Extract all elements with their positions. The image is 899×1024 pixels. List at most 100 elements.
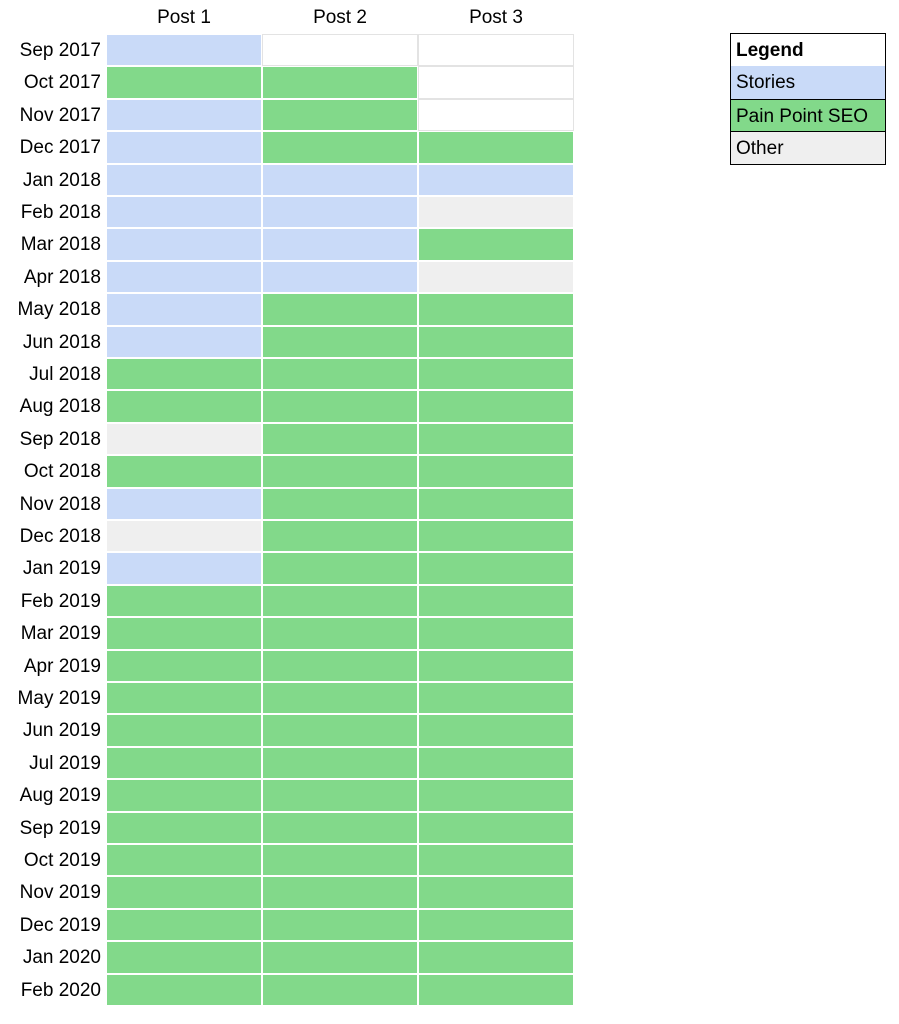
cell-seo (419, 715, 573, 746)
cell-seo (107, 747, 261, 779)
cell-stories (107, 294, 261, 325)
table-row: Oct 2017 (0, 66, 574, 99)
row-label: Sep 2017 (19, 40, 101, 61)
cell-stories (107, 261, 261, 293)
cell-stories (419, 164, 573, 195)
table-row: May 2018 (0, 293, 574, 325)
table-row: Sep 2019 (0, 812, 574, 844)
row-label: May 2019 (17, 688, 101, 709)
cell-seo (107, 780, 261, 811)
table-row: Sep 2017 (0, 34, 574, 67)
cell-seo (263, 618, 417, 649)
table-row: Jan 2019 (0, 552, 574, 584)
table-row: Oct 2018 (0, 455, 574, 487)
row-label: May 2018 (17, 299, 101, 321)
cell-seo (107, 715, 261, 746)
cell-seo (263, 585, 417, 617)
cell-stories (263, 164, 417, 195)
table-row: Mar 2018 (0, 228, 574, 260)
cell-seo (419, 909, 573, 941)
row-label: Nov 2019 (19, 882, 101, 904)
cell-stories (263, 197, 417, 228)
cell-seo (107, 974, 261, 1005)
cell-seo (107, 650, 261, 681)
cell-seo (419, 780, 573, 811)
table-row: Jun 2019 (0, 714, 574, 746)
cell-seo (263, 683, 417, 714)
cell-seo (419, 359, 573, 390)
row-label: Jul 2019 (29, 752, 101, 774)
table-row: Oct 2019 (0, 844, 574, 876)
cell-seo (419, 650, 573, 681)
cell-stories (107, 229, 261, 260)
cell-seo (263, 650, 417, 681)
cell-stories (107, 35, 261, 66)
table-row: Apr 2019 (0, 650, 574, 682)
cell-seo (419, 132, 573, 163)
row-label: Oct 2017 (23, 72, 101, 94)
table-row: Jan 2018 (0, 164, 574, 196)
cell-stories (263, 229, 417, 260)
cell-seo (419, 974, 573, 1005)
table-row: Nov 2018 (0, 488, 574, 520)
table-row: Mar 2019 (0, 617, 574, 649)
cell-other (419, 261, 573, 293)
cell-seo (107, 618, 261, 649)
cell-stories (107, 326, 261, 357)
legend-item-seo: Pain Point SEO (731, 98, 885, 132)
table-row: May 2019 (0, 682, 574, 714)
cell-other (107, 521, 261, 552)
row-label: Nov 2018 (19, 493, 101, 515)
cell-seo (419, 942, 573, 973)
cell-seo (419, 877, 573, 908)
table-row: Dec 2018 (0, 520, 574, 552)
cell-stories (107, 99, 261, 131)
cell-stories (107, 164, 261, 195)
cell-seo (263, 521, 417, 552)
cell-none (418, 98, 574, 132)
cell-other (107, 423, 261, 455)
row-label: Aug 2018 (19, 396, 101, 418)
row-label: Apr 2018 (23, 266, 101, 288)
column-header-3: Post 3 (469, 7, 523, 28)
cell-seo (419, 294, 573, 325)
cell-seo (263, 423, 417, 455)
table-row: Jun 2018 (0, 326, 574, 358)
cell-seo (419, 326, 573, 357)
row-label: Mar 2019 (20, 623, 101, 645)
row-label: Aug 2019 (19, 785, 101, 807)
cell-seo (263, 326, 417, 357)
cell-seo (263, 715, 417, 746)
table-row: Feb 2018 (0, 196, 574, 228)
cell-seo (263, 553, 417, 584)
table-row: Dec 2019 (0, 909, 574, 941)
cell-seo (419, 812, 573, 843)
cell-seo (419, 229, 573, 260)
cell-seo (263, 877, 417, 908)
cell-stories (107, 132, 261, 163)
table-row: Jan 2020 (0, 941, 574, 973)
cell-seo (107, 877, 261, 908)
row-label: Feb 2018 (20, 202, 101, 223)
column-headers: Post 1 Post 2 Post 3 (106, 0, 574, 34)
cell-other (419, 197, 573, 228)
table-row: Jul 2018 (0, 358, 574, 390)
cell-seo (419, 391, 573, 422)
cell-stories (107, 553, 261, 584)
table-row: Dec 2017 (0, 131, 574, 163)
table-row: Sep 2018 (0, 423, 574, 455)
cell-none (418, 66, 574, 99)
legend-item-other: Other (731, 131, 885, 164)
cell-seo (263, 67, 417, 98)
cell-seo (107, 845, 261, 876)
cell-none (262, 34, 418, 67)
cell-seo (107, 683, 261, 714)
table-row: Apr 2018 (0, 261, 574, 293)
cell-stories (107, 197, 261, 228)
row-label: Oct 2018 (23, 461, 101, 483)
cell-seo (107, 942, 261, 973)
row-label: Dec 2019 (19, 914, 101, 936)
table-row: Jul 2019 (0, 747, 574, 779)
cell-seo (263, 812, 417, 843)
cell-seo (419, 618, 573, 649)
